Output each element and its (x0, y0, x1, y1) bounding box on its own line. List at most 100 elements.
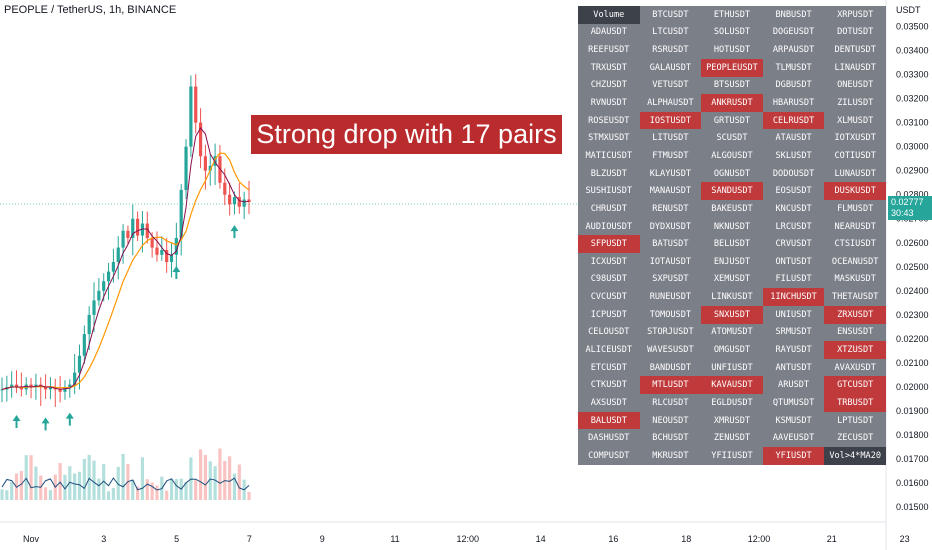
time-axis[interactable]: Nov 3 5 7 9 11 12:00 14 16 18 12:00 21 23 (23, 534, 910, 544)
volume-bar (203, 454, 208, 500)
candle-body (232, 197, 237, 205)
scanner-pair-cell: CELRUSDT (762, 111, 825, 130)
scanner-pair-cell: OMGUSDT (713, 344, 751, 355)
candle-body (179, 189, 183, 238)
candle-body (121, 230, 125, 248)
scanner-pair-cell: BTSUSDT (713, 80, 751, 91)
volume-bar (73, 473, 77, 500)
scanner-pair-cell: LUNAUSDT (834, 168, 876, 179)
scanner-pair-cell: CELOUSDT (588, 327, 630, 338)
scanner-pair-cell: BCHUSDT (652, 433, 689, 444)
scanner-pair-cell: RAYUSDT (775, 344, 812, 355)
scanner-row: ETCUSDT BANDUSDT UNFIUSDT ANTUSDT AVAXUSDT (578, 359, 886, 377)
scanner-pair-cell: RVNUSDT (590, 98, 627, 109)
time-tick-label: Nov (23, 534, 40, 544)
volume-bar (87, 454, 91, 500)
scanner-pair-cell: ICPUSDT (590, 309, 627, 320)
scanner-pair-cell: ETHUSDT (713, 9, 751, 20)
scanner-pair-cell: DYDXUSDT (649, 221, 692, 232)
volume-bar (218, 448, 222, 500)
annotation-banner: Strong drop with 17 pairs (251, 115, 562, 154)
scanner-pair-cell: CHRUSDT (590, 203, 627, 214)
scanner-pair-cell: MKRUSDT (652, 451, 689, 461)
scanner-row: REEFUSDT RSRUSDT HOTUSDT ARPAUSDT DENTUSDT (578, 41, 886, 59)
volume-bar (92, 460, 96, 500)
scanner-pair-cell: BLZUSDT (590, 168, 627, 179)
scanner-pair-cell: MATICUSDT (585, 150, 633, 161)
candle-body (189, 86, 193, 147)
scanner-pair-cell: ENJUSDT (713, 256, 751, 267)
candle-body (58, 389, 62, 392)
scanner-row: STMXUSDT LITUSDT SCUSDT ATAUSDT IOTXUSDT (578, 129, 886, 147)
price-tick-label: 0.03400 (896, 45, 929, 55)
scanner-pair-cell: TRXUSDT (590, 62, 627, 73)
scanner-row: CHZUSDT VETUSDT BTSUSDT DGBUSDT ONEUSDT (578, 77, 886, 95)
time-tick-label: 23 (900, 534, 910, 544)
scanner-pair-cell: ZECUSDT (837, 433, 874, 444)
scanner-pair-cell: SCUSDT (716, 133, 748, 144)
candle-body (136, 218, 140, 236)
scanner-pair-cell: ZILUSDT (837, 98, 874, 109)
scanner-pair-cell: DASHUSDT (588, 433, 630, 444)
price-tick-label: 0.03500 (896, 21, 929, 31)
scanner-pair-cell: SKLUSDT (775, 150, 812, 161)
scanner-pair-cell: DGBUSDT (775, 80, 812, 91)
volume-bar (102, 464, 106, 500)
candle-body (73, 372, 77, 385)
candle-body (169, 254, 174, 263)
scanner-row: BALUSDT NEOUSDT XMRUSDT KSMUSDT LPTUSDT (578, 411, 886, 430)
scanner-pair-cell: ALICEUSDT (585, 344, 633, 355)
scanner-pair-cell: UNFIUSDT (711, 362, 753, 373)
scanner-pair-cell: QTUMUSDT (772, 397, 815, 408)
candle-body (87, 314, 91, 335)
candle-body (198, 122, 203, 157)
candle-body (102, 281, 106, 291)
scanner-pair-cell: EOSUSDT (775, 186, 812, 197)
scanner-row: TRXUSDT GALAUSDT PEOPLEUSDT TLMUSDT LINAUSDT (578, 58, 886, 77)
scanner-row: ICXUSDT IOTAUSDT ENJUSDT ONTUSDT OCEANUSDT (578, 253, 886, 271)
scanner-row: RVNUSDT ALPHAUSDT ANKRUSDT HBARUSDT ZILUSDT (578, 94, 886, 112)
price-tick-label: 0.02300 (896, 310, 929, 320)
price-tick-label: 0.01600 (896, 478, 929, 488)
scanner-pair-cell: ARPAUSDT (772, 45, 815, 56)
price-axis[interactable]: 0.01500 0.01600 0.01700 0.01800 0.01900 0.020… (896, 21, 929, 512)
volume-bar (43, 487, 48, 500)
candle-body (184, 146, 188, 190)
scanner-pair-cell: REEFUSDT (588, 45, 630, 56)
scanner-pair-cell: SUSHIUSDT (585, 186, 633, 197)
symbol-title[interactable]: PEOPLE / TetherUS, 1h, BINANCE (4, 4, 177, 16)
candles (0, 74, 251, 407)
scanner-pair-cell: CTKUSDT (590, 380, 627, 391)
price-tick-label: 0.02100 (896, 358, 929, 368)
price-tick-label: 0.02800 (896, 190, 929, 200)
scanner-pair-cell: KAVAUSDT (701, 376, 763, 395)
scanner-pair-cell: ATOMUSDT (711, 327, 753, 338)
scanner-pair-cell: ADAUSDT (590, 27, 627, 38)
scanner-pair-cell: KLAYUSDT (649, 168, 692, 179)
scanner-pair-cell: HBARUSDT (772, 98, 815, 109)
scanner-pair-cell: FILUSDT (775, 274, 812, 285)
volume-bar (237, 464, 241, 500)
scanner-pair-cell: ETCUSDT (590, 362, 627, 373)
scanner-pair-cell: ROSEUSDT (588, 115, 630, 126)
candle-body (126, 230, 130, 238)
scanner-row: SFPUSDT BATUSDT BELUSDT CRVUSDT CTSIUSDT (578, 235, 886, 253)
time-tick-label: 7 (247, 534, 252, 544)
scanner-row: ALICEUSDT WAVESUSDT OMGUSDT RAYUSDT XTZUSDT (578, 341, 886, 359)
scanner-row: CELOUSDT STORJUSDT ATOMUSDT SRMUSDT ENSUSDT (578, 324, 886, 342)
volume-bar (228, 456, 232, 500)
scanner-pair-cell: XRPUSDT (837, 9, 874, 20)
scanner-pair-cell: FLMUSDT (837, 203, 874, 214)
candle-body (97, 290, 101, 301)
candle-body (106, 271, 111, 282)
scanner-pair-cell: VETUSDT (652, 80, 689, 91)
scanner-pair-cell: NEOUSDT (652, 415, 689, 426)
time-tick-label: 9 (320, 534, 325, 544)
price-tick-label: 0.01500 (896, 502, 929, 512)
scanner-pair-cell: OGNUSDT (713, 168, 751, 179)
scanner-pair-cell: BNBUSDT (775, 9, 812, 20)
scanner-pair-cell: MASKUSDT (834, 274, 876, 285)
scanner-pair-cell: ENSUSDT (837, 327, 874, 338)
scanner-pair-cell: LINAUSDT (834, 62, 876, 73)
